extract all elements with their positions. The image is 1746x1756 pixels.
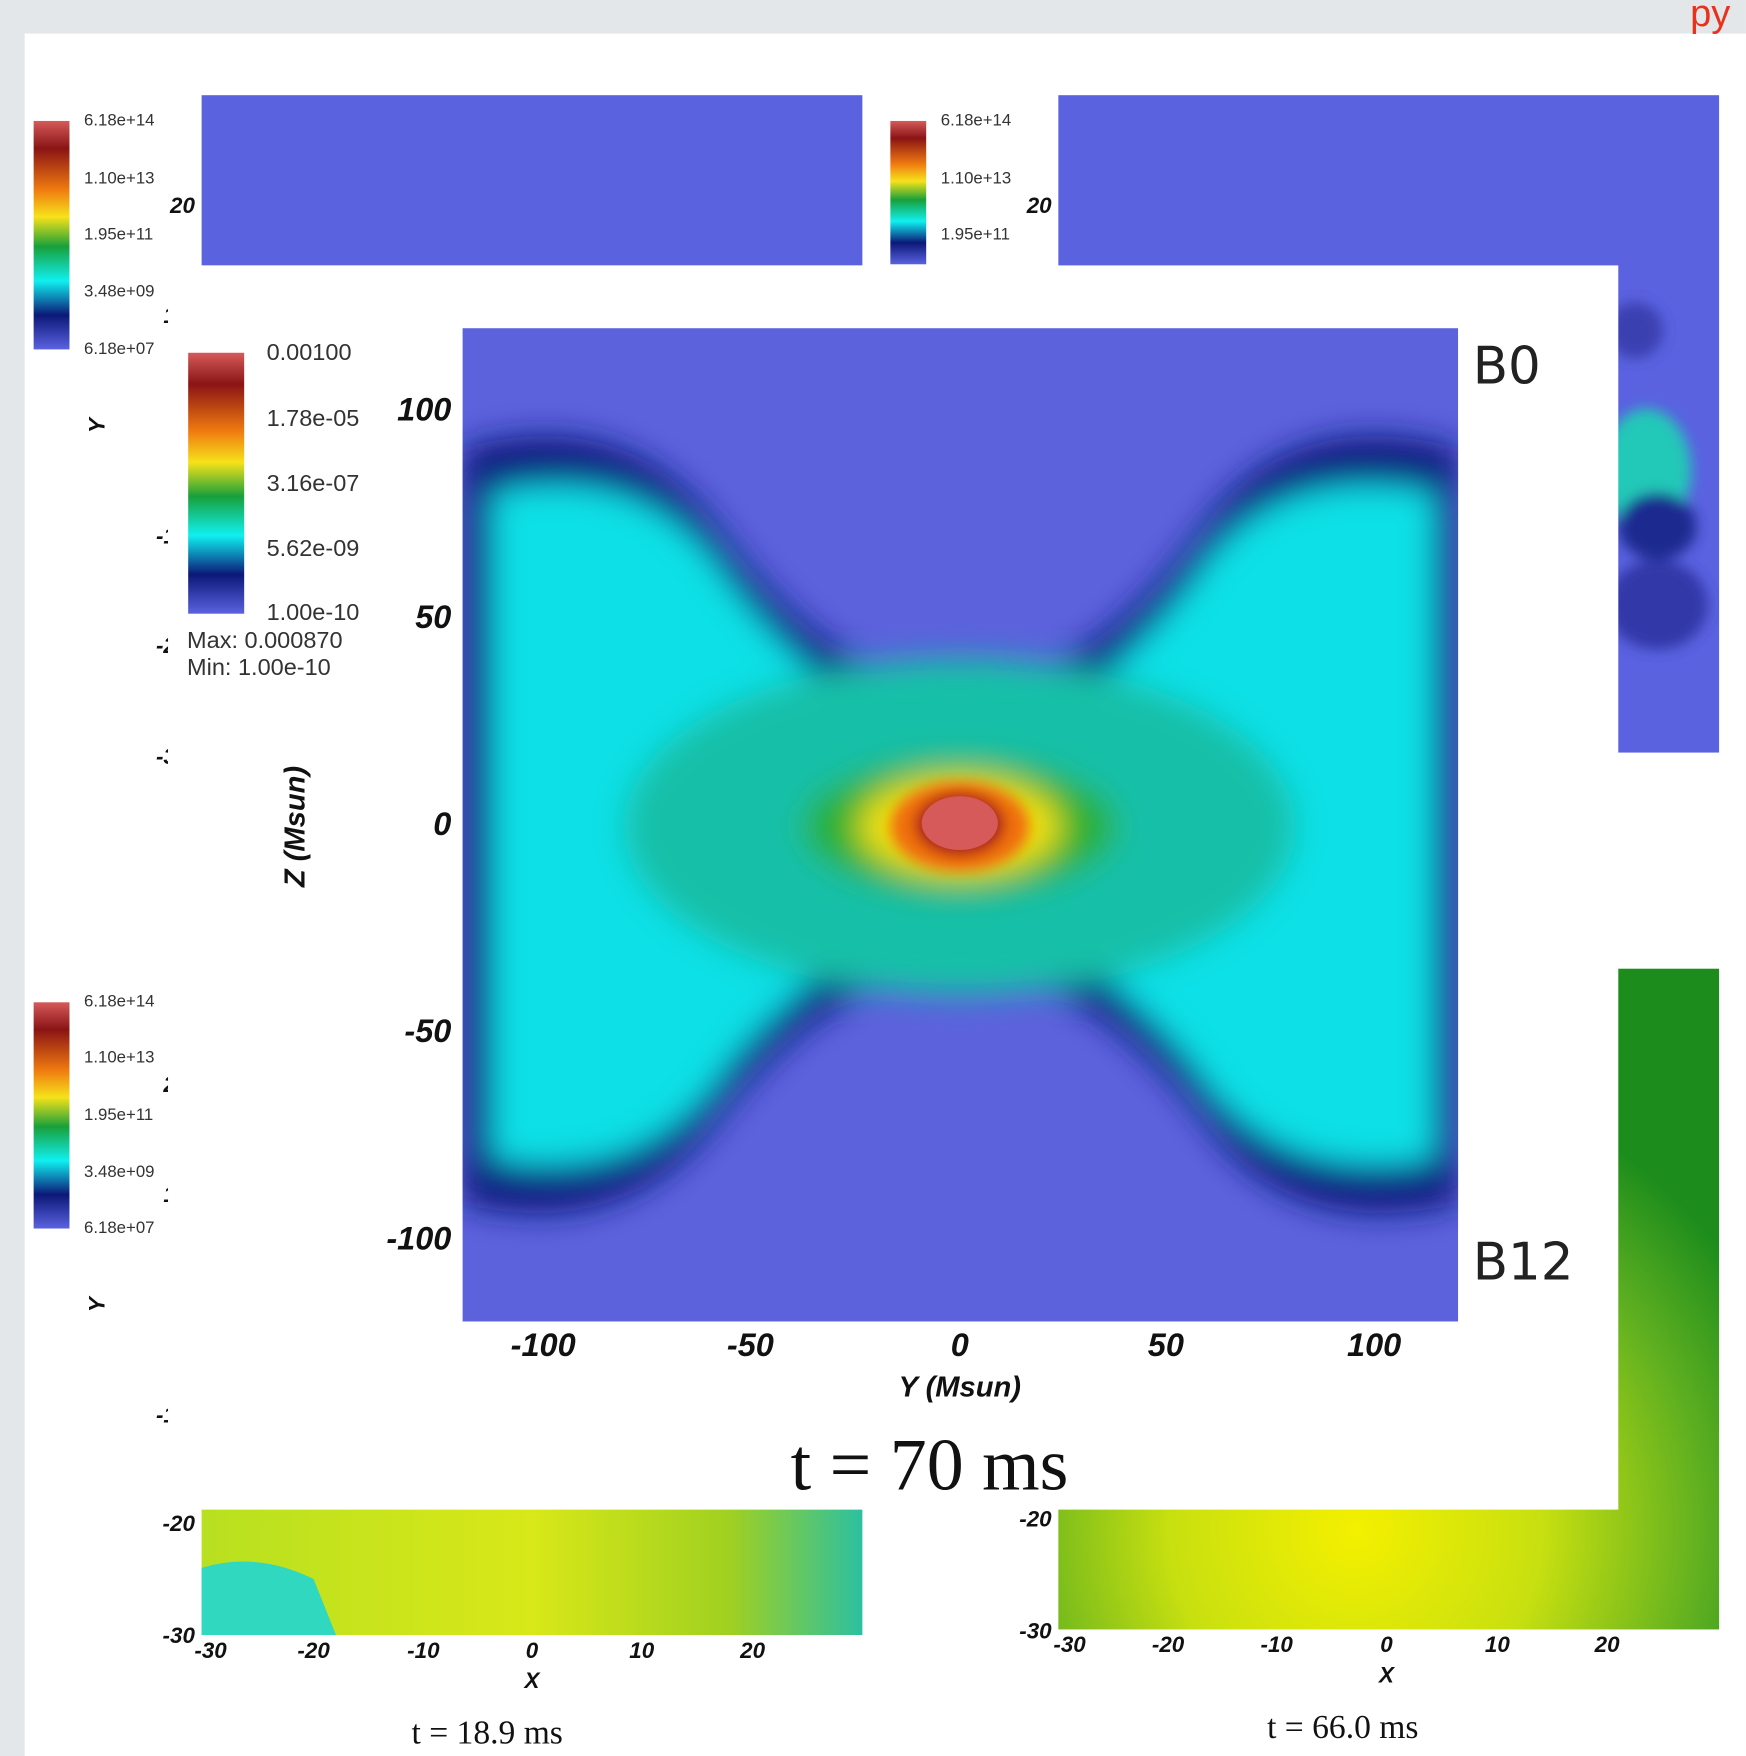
- x-axis-label: X: [523, 1668, 542, 1693]
- max-label: Max: 0.000870: [187, 627, 342, 653]
- x-tick-label: 0: [1380, 1632, 1393, 1657]
- x-tick-label: 20: [739, 1638, 765, 1663]
- plot-area: [201, 95, 863, 266]
- colorbar-label: 1.95e+11: [941, 225, 1010, 244]
- colorbar: [890, 120, 927, 265]
- heatmap-core: [921, 796, 998, 851]
- y-tick-label: -30: [163, 1623, 196, 1648]
- colorbar-label: 3.48e+09: [84, 1162, 154, 1181]
- y-tick-label: -50: [404, 1013, 451, 1049]
- x-tick-label: -20: [1152, 1632, 1185, 1657]
- min-label: Min: 1.00e-10: [187, 654, 331, 680]
- colorbar-label: 1.95e+11: [84, 1105, 153, 1124]
- x-axis-label: X: [1377, 1662, 1396, 1687]
- colorbar: [33, 120, 70, 350]
- colorbar-label: 6.18e+07: [84, 339, 154, 358]
- colorbar-label: 6.18e+07: [84, 1218, 154, 1237]
- x-tick-label: -100: [511, 1327, 576, 1363]
- y-tick-label: 0: [433, 806, 451, 842]
- caption: t = 66.0 ms: [1267, 1709, 1418, 1746]
- x-tick-label: -20: [297, 1638, 330, 1663]
- colorbar: [188, 352, 245, 614]
- colorbar-label: 1.10e+13: [84, 1048, 154, 1067]
- y-tick-label: 100: [397, 392, 451, 428]
- top-label: B0: [1473, 337, 1541, 397]
- plot-blob: [201, 1561, 337, 1636]
- x-tick-label: -10: [407, 1638, 440, 1663]
- corner-text: py: [1690, 0, 1730, 35]
- y-tick-label: 20: [1026, 193, 1052, 218]
- colorbar: [33, 1002, 70, 1229]
- y-tick-label: -100: [386, 1220, 451, 1256]
- colorbar-label: 1.10e+13: [941, 169, 1011, 188]
- y-axis-label: Z (Msun): [280, 766, 312, 888]
- y-tick-label: -30: [1019, 1619, 1052, 1644]
- x-tick-label: -30: [194, 1638, 227, 1663]
- colorbar-label: 6.18e+14: [84, 110, 154, 129]
- x-tick-label: -30: [1053, 1632, 1086, 1657]
- x-tick-label: 0: [951, 1327, 969, 1363]
- y-axis-label: Y: [85, 416, 110, 433]
- x-tick-label: 0: [526, 1638, 539, 1663]
- y-tick-label: 50: [415, 599, 451, 635]
- plot-structure: [1601, 302, 1708, 650]
- x-tick-label: 10: [629, 1638, 654, 1663]
- x-tick-label: 10: [1485, 1632, 1510, 1657]
- caption: t = 18.9 ms: [411, 1715, 562, 1752]
- bottom-label: B12: [1473, 1232, 1574, 1292]
- x-tick-label: 100: [1347, 1327, 1401, 1363]
- y-tick-label: -20: [1019, 1507, 1052, 1532]
- x-tick-label: -50: [727, 1327, 774, 1363]
- colorbar-label: 0.00100: [267, 339, 352, 365]
- plot-blob: [1618, 492, 1697, 560]
- y-tick-label: -20: [163, 1511, 196, 1536]
- y-tick-label: 20: [169, 193, 195, 218]
- colorbar-label: 6.18e+14: [84, 992, 154, 1011]
- plot-blob: [1607, 559, 1708, 650]
- colorbar-label: 6.18e+14: [941, 110, 1011, 129]
- colorbar-label: 3.16e-07: [267, 470, 360, 496]
- colorbar-label: 1.00e-10: [267, 599, 360, 625]
- y-axis-label: Y: [85, 1295, 110, 1312]
- colorbar-label: 3.48e+09: [84, 282, 154, 301]
- colorbar-label: 5.62e-09: [267, 535, 360, 561]
- colorbar-label: 1.10e+13: [84, 169, 154, 188]
- x-tick-label: 50: [1148, 1327, 1184, 1363]
- colorbar-label: 1.78e-05: [267, 405, 360, 431]
- plot-blob: [1607, 302, 1664, 359]
- x-tick-label: -10: [1261, 1632, 1294, 1657]
- x-axis-label: Y (Msun): [899, 1371, 1021, 1403]
- heatmap: [462, 328, 1459, 1322]
- time-label: t = 70 ms: [791, 1424, 1069, 1506]
- x-tick-label: 20: [1594, 1632, 1620, 1657]
- colorbar-label: 1.95e+11: [84, 225, 153, 244]
